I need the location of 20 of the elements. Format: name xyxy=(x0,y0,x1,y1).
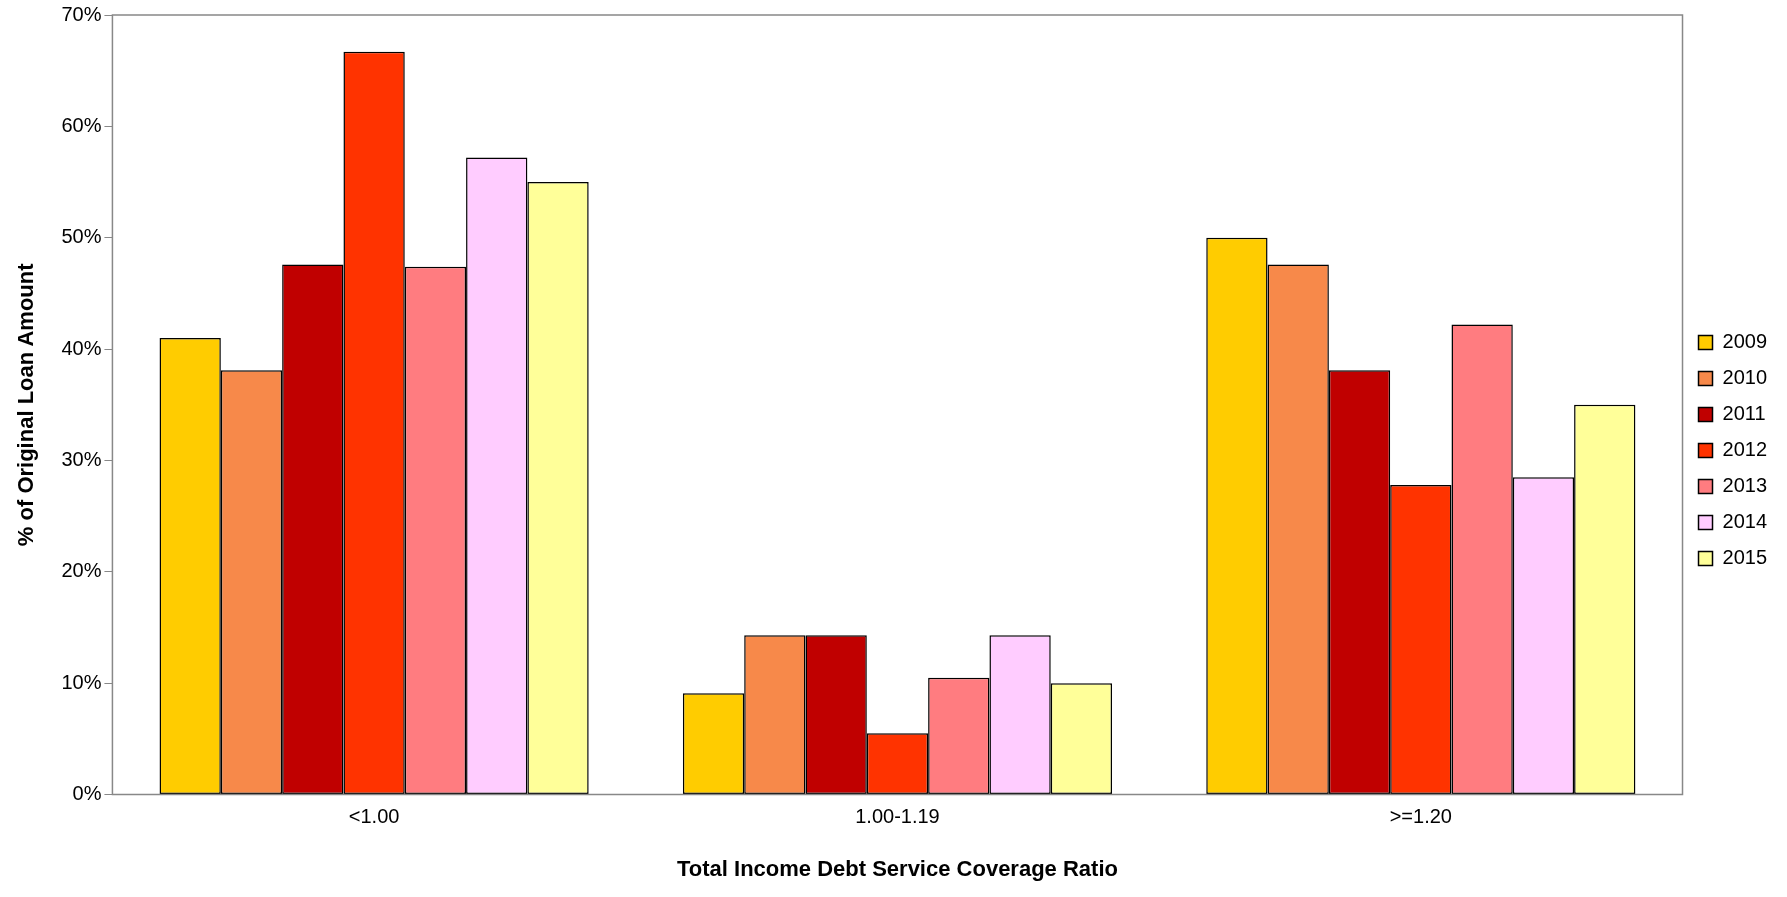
legend-label: 2013 xyxy=(1722,474,1768,497)
y-axis-title: % of Original Loan Amount xyxy=(13,262,39,547)
x-tick-label: 1.00-1.19 xyxy=(855,805,940,828)
legend-label: 2011 xyxy=(1722,402,1766,425)
y-tick-label: 30% xyxy=(61,448,102,470)
legend-label: 2010 xyxy=(1722,366,1768,389)
y-tick-label: 60% xyxy=(61,113,102,136)
legend-label: 2014 xyxy=(1722,510,1768,533)
y-tick-label: 20% xyxy=(61,559,102,582)
legend-label: 2015 xyxy=(1722,546,1768,569)
y-tick-label: 70% xyxy=(61,2,102,25)
legend-label: 2009 xyxy=(1722,330,1768,353)
legend-label: 2012 xyxy=(1722,438,1768,461)
x-tick-label: <1.00 xyxy=(348,805,400,828)
y-tick-label: 0% xyxy=(72,782,102,805)
y-tick-label: 10% xyxy=(61,670,102,693)
x-tick-label: >=1.20 xyxy=(1389,805,1452,828)
y-tick-label: 40% xyxy=(61,336,102,359)
y-tick-label: 50% xyxy=(61,225,102,248)
x-axis-title: Total Income Debt Service Coverage Ratio xyxy=(676,855,1118,881)
